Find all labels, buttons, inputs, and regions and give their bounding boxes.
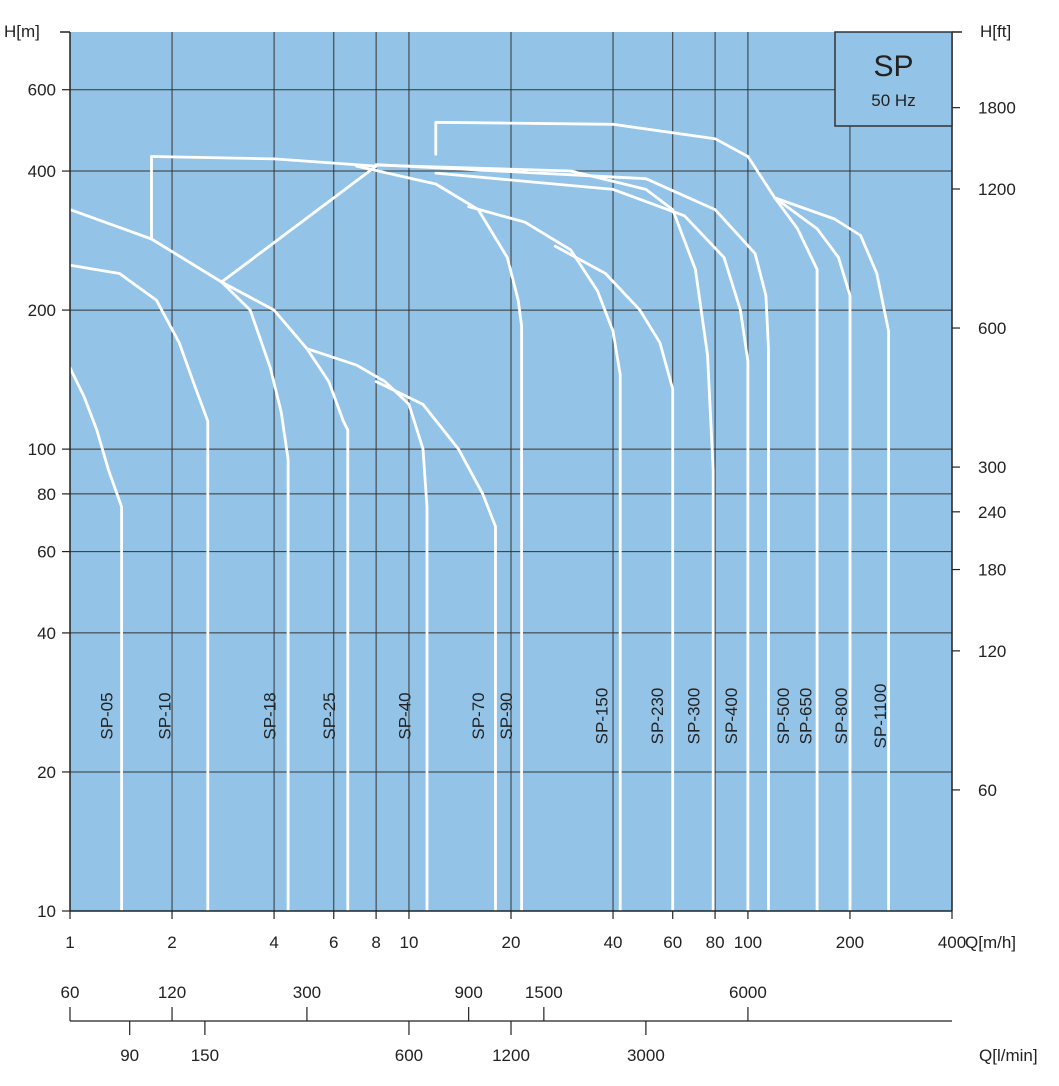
curve-sp-230 bbox=[553, 244, 675, 913]
series-label-sp-70: SP-70 bbox=[469, 692, 488, 739]
x-tick-label: 1 bbox=[65, 933, 74, 952]
y-tick-label: 200 bbox=[28, 301, 56, 320]
y2-tick-label: 300 bbox=[978, 458, 1006, 477]
y-tick-label: 20 bbox=[37, 763, 56, 782]
curve-sp-1100 bbox=[773, 196, 890, 913]
curve-sp-800 bbox=[773, 196, 852, 913]
frequency-badge: SP 50 Hz bbox=[834, 31, 953, 127]
performance-curves bbox=[68, 120, 890, 913]
x-tick-label: 200 bbox=[836, 933, 864, 952]
curve-sp-70 bbox=[374, 380, 497, 913]
curve-sp-90 bbox=[355, 164, 523, 913]
q-lmin-bottom-tick-label: 90 bbox=[120, 1046, 139, 1065]
curve-sp-400 bbox=[434, 171, 750, 913]
y2-tick-label: 120 bbox=[978, 642, 1006, 661]
series-label-sp-10: SP-10 bbox=[155, 692, 174, 739]
q-lmin-bottom-tick-label: 1200 bbox=[492, 1046, 530, 1065]
series-label-sp-1100: SP-1100 bbox=[871, 684, 890, 749]
q-lmin-top-tick-label: 1500 bbox=[525, 983, 563, 1002]
q-lmin-bottom-tick-label: 150 bbox=[191, 1046, 219, 1065]
x-tick-label: 2 bbox=[167, 933, 176, 952]
series-label-sp-230: SP-230 bbox=[648, 688, 667, 745]
x-tick-label: 4 bbox=[269, 933, 278, 952]
q-lmin-top-tick-label: 60 bbox=[61, 983, 80, 1002]
series-label-sp-800: SP-800 bbox=[832, 688, 851, 745]
series-label-sp-150: SP-150 bbox=[593, 688, 612, 745]
x-tick-label: 40 bbox=[604, 933, 623, 952]
y-tick-label: 10 bbox=[37, 902, 56, 921]
x-tick-label: 80 bbox=[706, 933, 725, 952]
x-tick-label: 100 bbox=[734, 933, 762, 952]
x-tick-label: 6 bbox=[329, 933, 338, 952]
y-tick-label: 80 bbox=[37, 485, 56, 504]
curve-sp-18 bbox=[68, 208, 290, 913]
y2-tick-label: 60 bbox=[978, 781, 997, 800]
curve-sp-150 bbox=[467, 205, 622, 913]
x-tick-label: 400 bbox=[938, 933, 966, 952]
q-lmin-axis-label: Q[l/min] bbox=[979, 1046, 1038, 1065]
x-tick-label: 20 bbox=[502, 933, 521, 952]
x-tick-label: 60 bbox=[663, 933, 682, 952]
series-labels: SP-05 SP-10 SP-18 SP-25 SP-40 SP-70 SP-90 SP-15… bbox=[97, 684, 889, 749]
badge-subtitle: 50 Hz bbox=[871, 91, 915, 110]
y-tick-label: 400 bbox=[28, 162, 56, 181]
curve-sp-40 bbox=[305, 347, 429, 913]
series-label-sp-05: SP-05 bbox=[97, 692, 116, 739]
y-tick-label: 600 bbox=[28, 81, 56, 100]
q-lmin-bottom-tick-label: 600 bbox=[395, 1046, 423, 1065]
series-label-sp-18: SP-18 bbox=[261, 692, 280, 739]
curve-sp-650 bbox=[434, 120, 819, 913]
curve-sp-500 bbox=[374, 163, 770, 913]
series-label-sp-500: SP-500 bbox=[774, 688, 793, 745]
q-lmin-top-tick-label: 900 bbox=[454, 983, 482, 1002]
badge-box bbox=[834, 31, 953, 127]
y2-tick-label: 1200 bbox=[978, 180, 1016, 199]
x-tick-label: 8 bbox=[371, 933, 380, 952]
y-tick-label: 100 bbox=[28, 440, 56, 459]
x-tick-label: 10 bbox=[400, 933, 419, 952]
curve-sp-10 bbox=[68, 263, 210, 913]
series-label-sp-25: SP-25 bbox=[320, 692, 339, 739]
y2-tick-label: 600 bbox=[978, 319, 1006, 338]
axes: 1 2 4 6 8 10 20 40 60 80 100 200 400 10 20 40 60 80 100 200… bbox=[28, 31, 1016, 1065]
curve-sp-05 bbox=[68, 366, 123, 913]
y-tick-label: 60 bbox=[37, 543, 56, 562]
y2-tick-label: 1800 bbox=[978, 99, 1016, 118]
badge-title: SP bbox=[873, 50, 913, 83]
series-label-sp-40: SP-40 bbox=[395, 692, 414, 739]
y-tick-label: 40 bbox=[37, 624, 56, 643]
q-lmin-top-tick-label: 6000 bbox=[729, 983, 767, 1002]
y2-tick-label: 240 bbox=[978, 503, 1006, 522]
curve-sp-25 bbox=[150, 155, 378, 913]
q-lmin-top-tick-label: 300 bbox=[293, 983, 321, 1002]
series-label-sp-300: SP-300 bbox=[684, 688, 703, 745]
series-label-sp-400: SP-400 bbox=[722, 688, 741, 745]
q-lmin-top-tick-label: 120 bbox=[158, 983, 186, 1002]
y-axis-label: H[m] bbox=[4, 22, 40, 41]
series-label-sp-650: SP-650 bbox=[797, 688, 816, 745]
y2-axis-label: H[ft] bbox=[980, 22, 1011, 41]
series-label-sp-90: SP-90 bbox=[497, 692, 516, 739]
q-lmin-bottom-tick-label: 3000 bbox=[627, 1046, 665, 1065]
y2-tick-label: 180 bbox=[978, 561, 1006, 580]
x-axis-label: Q[m/h] bbox=[965, 933, 1016, 952]
